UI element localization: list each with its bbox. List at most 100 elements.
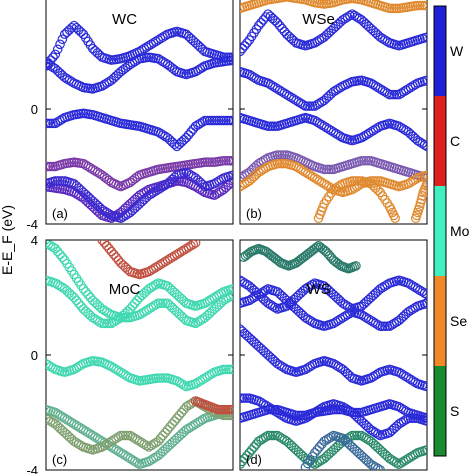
band-point bbox=[146, 302, 156, 313]
band-point bbox=[331, 128, 341, 139]
band-point bbox=[267, 404, 278, 415]
band-point bbox=[190, 378, 201, 389]
panel-tag: (a) bbox=[52, 206, 68, 221]
band-point bbox=[218, 155, 229, 166]
band-point bbox=[240, 43, 248, 54]
bands bbox=[240, 0, 427, 224]
band-point bbox=[331, 0, 341, 7]
band-point bbox=[333, 0, 343, 6]
band-point bbox=[108, 249, 119, 260]
band-point bbox=[71, 420, 82, 431]
band-point bbox=[160, 256, 171, 267]
band-point bbox=[267, 430, 278, 441]
band-point bbox=[52, 117, 63, 127]
colorbar-segment bbox=[434, 366, 446, 456]
band-point bbox=[253, 0, 264, 8]
band-point bbox=[80, 160, 91, 170]
band-point bbox=[158, 181, 168, 192]
band-point bbox=[272, 17, 283, 28]
band-point bbox=[46, 61, 56, 71]
panel-title: WC bbox=[112, 11, 137, 28]
band-point bbox=[349, 10, 360, 21]
band-point bbox=[415, 0, 425, 11]
band-point bbox=[116, 213, 126, 224]
band-point bbox=[80, 286, 91, 297]
band-point bbox=[87, 430, 98, 441]
band-point bbox=[422, 178, 427, 189]
band-point bbox=[354, 176, 365, 186]
band-point bbox=[256, 288, 266, 298]
band-point bbox=[277, 158, 287, 169]
band-point bbox=[422, 0, 427, 11]
band-point bbox=[396, 458, 407, 468]
band-point bbox=[240, 278, 250, 288]
band-point bbox=[46, 240, 56, 251]
band-point bbox=[57, 252, 68, 263]
band-point bbox=[321, 180, 332, 190]
band-point bbox=[286, 92, 297, 103]
band-point bbox=[422, 75, 427, 86]
band-point bbox=[176, 407, 187, 418]
band-point bbox=[76, 423, 86, 434]
band-point bbox=[246, 294, 257, 304]
band-point bbox=[46, 416, 56, 426]
band-point bbox=[69, 292, 79, 303]
band-point bbox=[270, 302, 280, 313]
band-point bbox=[347, 9, 357, 19]
band-point bbox=[396, 403, 407, 413]
band-point bbox=[158, 298, 168, 309]
band-point bbox=[302, 314, 313, 324]
band-point bbox=[387, 455, 397, 465]
band-point bbox=[387, 3, 397, 14]
band-point bbox=[148, 263, 159, 274]
band-point bbox=[78, 284, 89, 294]
band-point bbox=[46, 161, 54, 172]
band-point bbox=[240, 456, 248, 467]
band-point bbox=[153, 373, 163, 383]
band-point bbox=[101, 439, 112, 449]
band-point bbox=[307, 171, 318, 182]
band-point bbox=[338, 312, 348, 323]
band-point bbox=[349, 407, 360, 418]
band-point bbox=[366, 373, 376, 383]
band-point bbox=[50, 407, 61, 418]
band-point bbox=[162, 255, 173, 265]
band-point bbox=[193, 65, 203, 75]
band-point bbox=[116, 447, 126, 458]
band-point bbox=[188, 240, 199, 250]
band-point bbox=[125, 453, 135, 464]
band-point bbox=[300, 312, 311, 323]
y-tick-label: -4 bbox=[26, 217, 38, 232]
band-point bbox=[240, 178, 250, 189]
band-point bbox=[200, 373, 210, 383]
band-point bbox=[260, 285, 271, 296]
band-point bbox=[419, 0, 427, 11]
band-point bbox=[120, 430, 131, 441]
band-point bbox=[377, 321, 388, 332]
band-point bbox=[183, 242, 194, 252]
band-point bbox=[293, 163, 304, 173]
band-point bbox=[85, 163, 96, 173]
band-point bbox=[295, 164, 306, 175]
band-point bbox=[46, 413, 51, 424]
band-point bbox=[335, 314, 346, 324]
band-point bbox=[186, 240, 196, 251]
band-point bbox=[328, 404, 339, 415]
band-point bbox=[130, 433, 140, 444]
band-point bbox=[71, 437, 82, 448]
band-point bbox=[421, 181, 427, 191]
band-point bbox=[380, 321, 390, 332]
band-point bbox=[256, 0, 266, 7]
band-point bbox=[181, 424, 192, 435]
band-point bbox=[319, 164, 329, 175]
band-point bbox=[221, 115, 231, 126]
band-point bbox=[144, 456, 154, 467]
band-point bbox=[148, 281, 159, 291]
band-point bbox=[415, 198, 426, 208]
band-point bbox=[211, 189, 222, 199]
band-point bbox=[71, 363, 82, 373]
band-point bbox=[338, 0, 348, 5]
band-point bbox=[46, 414, 54, 425]
band-point bbox=[190, 66, 201, 77]
band-point bbox=[417, 0, 427, 11]
